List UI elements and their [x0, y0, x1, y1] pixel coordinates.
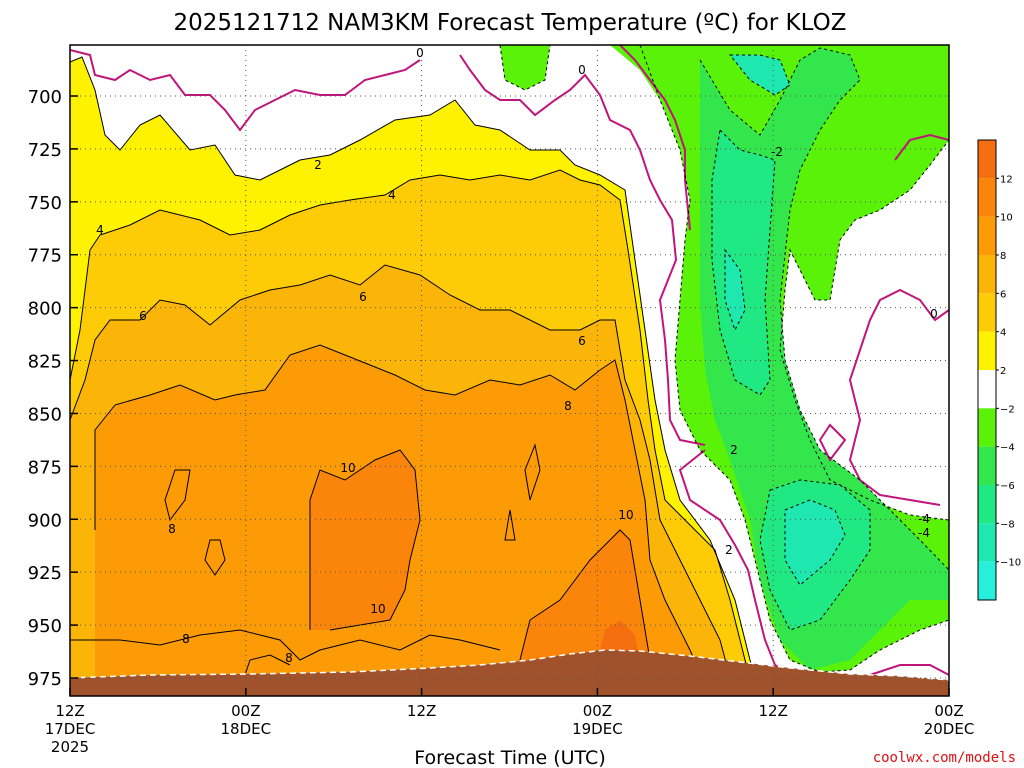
contour-label: 6 — [359, 290, 367, 304]
contour-label: -4 — [918, 526, 930, 540]
contour-label: 6 — [578, 334, 586, 348]
colorbar-swatch — [978, 523, 996, 562]
contour-label: 8 — [168, 522, 176, 536]
y-tick-label: 950 — [28, 616, 62, 637]
y-tick-label: 800 — [28, 299, 62, 320]
colorbar-swatch — [978, 293, 996, 332]
band-minus8-minus10 — [725, 55, 845, 585]
x-tick-date: 17DEC — [45, 720, 96, 738]
contour-label: 4 — [388, 188, 396, 202]
plot-area — [70, 45, 949, 696]
terrain-edge — [70, 649, 949, 681]
y-axis: 700 725 750 775 800 825 850 875 900 925 950 975 — [28, 87, 78, 690]
x-tick-time: 12Z — [759, 702, 788, 720]
contour-label: 0 — [930, 307, 938, 321]
x-tick-year: 2025 — [51, 738, 89, 756]
contour-label: 0 — [416, 46, 424, 60]
contour-label: 8 — [285, 651, 293, 665]
y-tick-label: 775 — [28, 246, 62, 267]
colorbar-label: −8 — [1000, 519, 1015, 530]
band-10-12 — [310, 450, 655, 690]
x-tick-time: 12Z — [55, 702, 84, 720]
x-tick-date: 18DEC — [221, 720, 272, 738]
y-tick-label: 925 — [28, 563, 62, 584]
terrain — [70, 650, 949, 696]
colorbar-label: −6 — [1000, 481, 1015, 492]
colorbar-swatch — [978, 140, 996, 179]
positive-contour-lines — [70, 56, 761, 696]
colorbar-swatch — [978, 370, 996, 409]
colorbar-label: 10 — [1000, 213, 1013, 224]
y-tick-label: 900 — [28, 510, 62, 531]
y-tick-label: 875 — [28, 457, 62, 478]
colorbar-swatch — [978, 446, 996, 485]
negative-contour-lines — [499, 45, 949, 673]
contour-label: 10 — [370, 602, 385, 616]
contour-label: 6 — [139, 309, 147, 323]
contour-label: 2 — [725, 543, 733, 557]
y-tick-label: 825 — [28, 352, 62, 373]
colorbar-label: 6 — [1000, 289, 1006, 300]
colorbar-swatch — [978, 255, 996, 294]
contour-labels: 0 0 0 2 4 4 6 6 6 8 8 8 8 10 10 10 2 2 -2 -4-4 — [96, 46, 938, 665]
y-tick-label: 725 — [28, 140, 62, 161]
colorbar-swatch — [978, 216, 996, 255]
contour-label: 4 — [96, 223, 104, 237]
contour-label: 10 — [618, 508, 633, 522]
colorbar-swatch — [978, 485, 996, 524]
plot-frame — [69, 44, 950, 697]
contour-label: 2 — [730, 443, 738, 457]
colorbar-label: 2 — [1000, 366, 1006, 377]
credit-label: coolwx.com/models — [873, 750, 1016, 766]
contour-label: 8 — [182, 632, 190, 646]
contour-label: -4 — [918, 512, 930, 526]
x-axis-label: Forecast Time (UTC) — [414, 747, 605, 768]
colorbar-label: −2 — [1000, 404, 1015, 415]
colorbar-swatch — [978, 561, 996, 600]
x-tick-time: 00Z — [934, 702, 963, 720]
chart-title: 2025121712 NAM3KM Forecast Temperature (… — [174, 10, 847, 36]
colorbar: 12 10 8 6 4 2 −2 −4 −6 −8 −10 — [977, 139, 1021, 601]
x-tick-date: 20DEC — [924, 720, 975, 738]
colorbar-label: −4 — [1000, 443, 1015, 454]
y-tick-label: 975 — [28, 669, 62, 690]
band-minus6-minus8 — [712, 130, 870, 630]
x-tick-time: 00Z — [231, 702, 260, 720]
contour-label: -2 — [771, 145, 783, 159]
grid — [70, 45, 949, 696]
y-tick-label: 850 — [28, 404, 62, 425]
contour-label: 2 — [314, 158, 322, 172]
x-tick-time: 00Z — [583, 702, 612, 720]
contour-label: 10 — [340, 461, 355, 475]
x-tick-time: 12Z — [407, 702, 436, 720]
colorbar-label: 4 — [1000, 328, 1006, 339]
colorbar-swatch — [978, 178, 996, 217]
contour-label: 0 — [578, 63, 586, 77]
y-tick-label: 750 — [28, 193, 62, 214]
colorbar-swatch — [978, 408, 996, 447]
colorbar-label: 8 — [1000, 251, 1006, 262]
y-tick-label: 700 — [28, 87, 62, 108]
zero-isotherm-lines — [70, 45, 949, 681]
contour-label: 8 — [564, 399, 572, 413]
colorbar-label: −10 — [1000, 558, 1021, 569]
colorbar-swatch — [978, 331, 996, 370]
x-tick-date: 19DEC — [572, 720, 623, 738]
colorbar-label: 12 — [1000, 174, 1013, 185]
